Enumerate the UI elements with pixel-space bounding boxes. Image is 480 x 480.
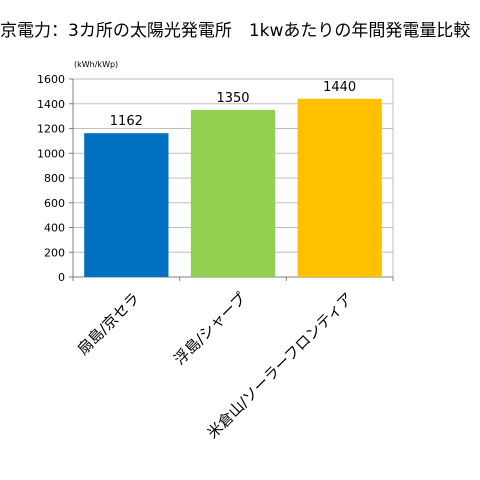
y-tick-label: 0: [58, 271, 65, 284]
y-tick-label: 600: [44, 197, 65, 210]
bar: [84, 133, 169, 277]
y-tick-label: 1200: [37, 123, 65, 136]
y-tick-label: 200: [44, 246, 65, 259]
bar: [190, 109, 276, 277]
y-tick-label: 1400: [37, 98, 65, 111]
y-tick-label: 1600: [37, 73, 65, 86]
y-tick-label: 1000: [37, 147, 65, 160]
chart-title: 京電力：3カ所の太陽光発電所 1kwあたりの年間発電量比較: [0, 21, 471, 41]
data-label: 1440: [323, 80, 356, 95]
data-label: 1162: [110, 114, 143, 129]
y-unit-label: (kWh/kWp): [74, 60, 118, 69]
bars: [84, 98, 382, 277]
category-label: 浮島/シャープ: [171, 289, 250, 368]
category-label: 扇島/京セラ: [74, 289, 143, 358]
bar: [297, 98, 382, 277]
y-tick-label: 400: [44, 222, 65, 235]
data-label: 1350: [216, 91, 249, 106]
y-tick-label: 800: [44, 172, 65, 185]
